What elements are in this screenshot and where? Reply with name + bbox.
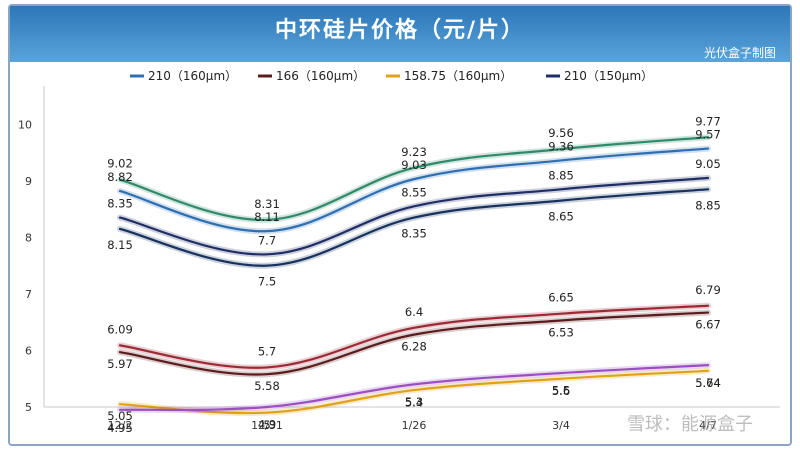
data-label: 5.3 [405, 395, 423, 409]
y-tick-label: 6 [25, 344, 32, 357]
data-label: 5.5 [552, 384, 570, 398]
data-label: 6.53 [548, 325, 574, 339]
x-tick-label: 1/26 [402, 419, 427, 432]
data-label: 5.7 [258, 344, 276, 358]
data-label: 9.05 [695, 157, 721, 171]
legend-label: 210（160μm） [148, 69, 237, 83]
data-label: 8.85 [695, 198, 721, 212]
data-label: 5.6 [552, 384, 570, 398]
data-label: 5.4 [405, 395, 423, 409]
data-label: 9.56 [548, 126, 574, 140]
y-tick-label: 5 [25, 401, 32, 414]
y-tick-label: 8 [25, 231, 32, 244]
data-label: 7.5 [258, 275, 276, 289]
series-line [118, 364, 710, 412]
data-label: 6.28 [401, 340, 427, 354]
data-label: 5.74 [695, 376, 721, 390]
data-label: 4.95 [107, 421, 133, 435]
chart-header: 中环硅片价格（元/片） 光伏盒子制图 [10, 6, 790, 62]
legend-label: 158.75（160μm） [404, 69, 512, 83]
chart-frame: 中环硅片价格（元/片） 光伏盒子制图 [8, 4, 792, 446]
x-tick-label: 3/4 [552, 419, 570, 432]
series-line [118, 311, 710, 376]
series-line [118, 176, 710, 256]
series-line [118, 147, 710, 233]
data-label: 5 [263, 418, 270, 432]
series-line [118, 136, 710, 221]
data-label: 8.35 [401, 227, 427, 241]
data-label: 9.02 [107, 157, 133, 171]
data-label: 5.58 [254, 379, 280, 393]
data-label: 9.23 [401, 145, 427, 159]
data-label: 9.57 [695, 128, 721, 142]
data-label: 7.7 [258, 233, 276, 247]
data-label: 6.4 [405, 305, 423, 319]
data-label: 9.77 [695, 114, 721, 128]
data-label: 9.03 [401, 158, 427, 172]
series-line [118, 188, 710, 267]
chart-title: 中环硅片价格（元/片） [274, 18, 526, 43]
series-line [118, 304, 710, 369]
legend-label: 210（150μm） [564, 69, 653, 83]
legend-label: 166（160μm） [276, 69, 365, 83]
data-label: 8.82 [107, 170, 133, 184]
data-label: 8.15 [107, 238, 133, 252]
data-label: 5.97 [107, 357, 133, 371]
brand-caption: 光伏盒子制图 [703, 46, 776, 60]
x-tick-label: 12/2 [108, 419, 133, 432]
data-label: 5.05 [107, 409, 133, 423]
data-label: 8.35 [107, 197, 133, 211]
data-label: 9.36 [548, 139, 574, 153]
data-label: 6.79 [695, 283, 721, 297]
watermark: 雪球：能源盒子 [627, 414, 753, 435]
x-tick-label: 4/7 [699, 419, 717, 432]
x-tick-label: 12/31 [251, 419, 283, 432]
data-label: 8.31 [254, 197, 280, 211]
y-tick-label: 7 [25, 288, 32, 301]
data-label: 6.65 [548, 291, 574, 305]
data-label: 5.64 [695, 376, 721, 390]
data-label: 6.09 [107, 322, 133, 336]
data-label: 6.67 [695, 318, 721, 332]
data-label: 4.9 [258, 418, 276, 432]
y-tick-label: 10 [18, 118, 32, 131]
data-label: 8.55 [401, 185, 427, 199]
data-label: 8.85 [548, 168, 574, 182]
series-line [118, 369, 710, 415]
data-label: 8.65 [548, 210, 574, 224]
y-tick-label: 9 [25, 175, 32, 188]
data-label: 8.11 [254, 210, 280, 224]
